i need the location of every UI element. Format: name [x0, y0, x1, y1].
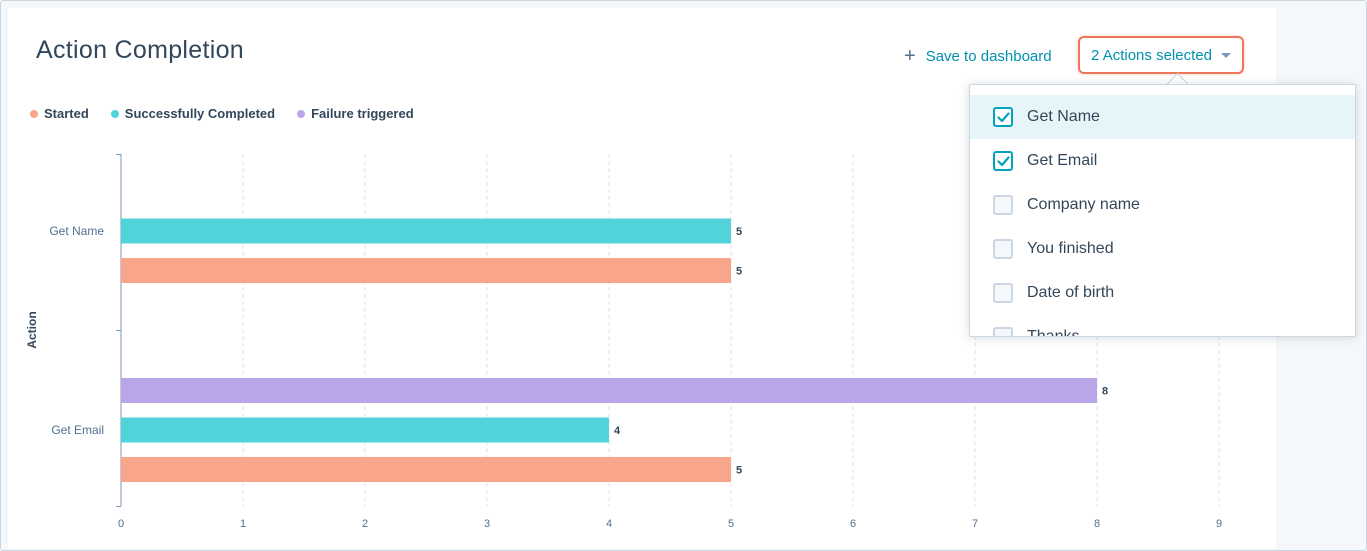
dropdown-option-you-finished[interactable]: You finished — [970, 227, 1355, 271]
bar-failure-triggered-1 — [121, 378, 1097, 403]
legend-dot-started — [30, 109, 38, 118]
legend-dot-failure-triggered — [297, 109, 306, 118]
x-tick-label-8: 8 — [1094, 518, 1100, 530]
dropdown-option-label: Thanks — [1027, 328, 1080, 337]
x-tick-label-1: 1 — [240, 518, 246, 530]
dropdown-option-thanks[interactable]: Thanks — [970, 315, 1355, 337]
y-category-label-1: Get Email — [51, 423, 104, 437]
checkbox-get-name[interactable] — [993, 107, 1013, 127]
bar-started-0 — [121, 258, 731, 283]
page-title: Action Completion — [36, 36, 244, 64]
dropdown-option-get-name[interactable]: Get Name — [970, 95, 1355, 139]
data-label-successfully-completed-0: 5 — [736, 226, 742, 238]
legend-dot-successfully-completed — [110, 109, 119, 118]
checkbox-date-of-birth[interactable] — [993, 283, 1013, 303]
dropdown-option-label: You finished — [1027, 240, 1114, 257]
actions-selected-dropdown-button[interactable]: 2 Actions selected — [1078, 36, 1244, 74]
checkbox-company-name[interactable] — [993, 195, 1013, 215]
data-label-started-1: 5 — [736, 465, 742, 477]
data-label-successfully-completed-1: 4 — [614, 425, 621, 437]
checkbox-get-email[interactable] — [993, 151, 1013, 171]
x-tick-label-4: 4 — [606, 518, 612, 530]
dropdown-option-get-email[interactable]: Get Email — [970, 139, 1355, 183]
dropdown-option-label: Get Name — [1027, 108, 1100, 125]
checkbox-thanks[interactable] — [993, 327, 1013, 336]
legend-label-started: Started — [44, 106, 89, 121]
actions-dropdown-menu: Get Name Get Email Company name You finishe… — [969, 84, 1356, 337]
x-tick-label-7: 7 — [972, 518, 978, 530]
data-label-failure-triggered-1: 8 — [1102, 386, 1108, 398]
checkbox-you-finished[interactable] — [993, 239, 1013, 259]
checkmark-icon — [996, 111, 1010, 122]
legend-label-successfully-completed: Successfully Completed — [124, 106, 276, 121]
bar-successfully-completed-1 — [121, 417, 609, 443]
chart-legend: Started Successfully Completed Failure t… — [30, 106, 414, 121]
x-tick-label-5: 5 — [728, 518, 734, 530]
save-to-dashboard-label: Save to dashboard — [925, 47, 1052, 65]
x-tick-label-0: 0 — [118, 518, 124, 530]
dropdown-option-date-of-birth[interactable]: Date of birth — [970, 271, 1355, 315]
legend-label-failure-triggered: Failure triggered — [311, 106, 414, 121]
dropdown-option-label: Date of birth — [1027, 284, 1115, 301]
bar-successfully-completed-0 — [121, 218, 731, 244]
legend-item-successfully-completed[interactable]: Successfully Completed — [110, 106, 276, 121]
data-label-started-0: 5 — [736, 266, 742, 278]
bar-started-1 — [121, 457, 731, 482]
save-to-dashboard-button[interactable]: + Save to dashboard — [904, 45, 1052, 67]
x-tick-label-3: 3 — [484, 518, 490, 530]
x-tick-label-9: 9 — [1216, 518, 1222, 530]
dropdown-option-label: Company name — [1027, 196, 1140, 213]
legend-item-failure-triggered[interactable]: Failure triggered — [297, 106, 414, 121]
y-category-label-0: Get Name — [49, 224, 104, 238]
actions-selected-label: 2 Actions selected — [1091, 46, 1212, 64]
dropdown-option-company-name[interactable]: Company name — [970, 183, 1355, 227]
x-tick-label-2: 2 — [362, 518, 368, 530]
y-axis-title: Action — [25, 311, 39, 348]
caret-down-icon — [1220, 52, 1231, 58]
x-tick-label-6: 6 — [850, 518, 856, 530]
checkmark-icon — [996, 155, 1010, 166]
dropdown-option-label: Get Email — [1027, 152, 1098, 169]
plus-icon: + — [904, 45, 916, 67]
legend-item-started[interactable]: Started — [30, 106, 89, 121]
